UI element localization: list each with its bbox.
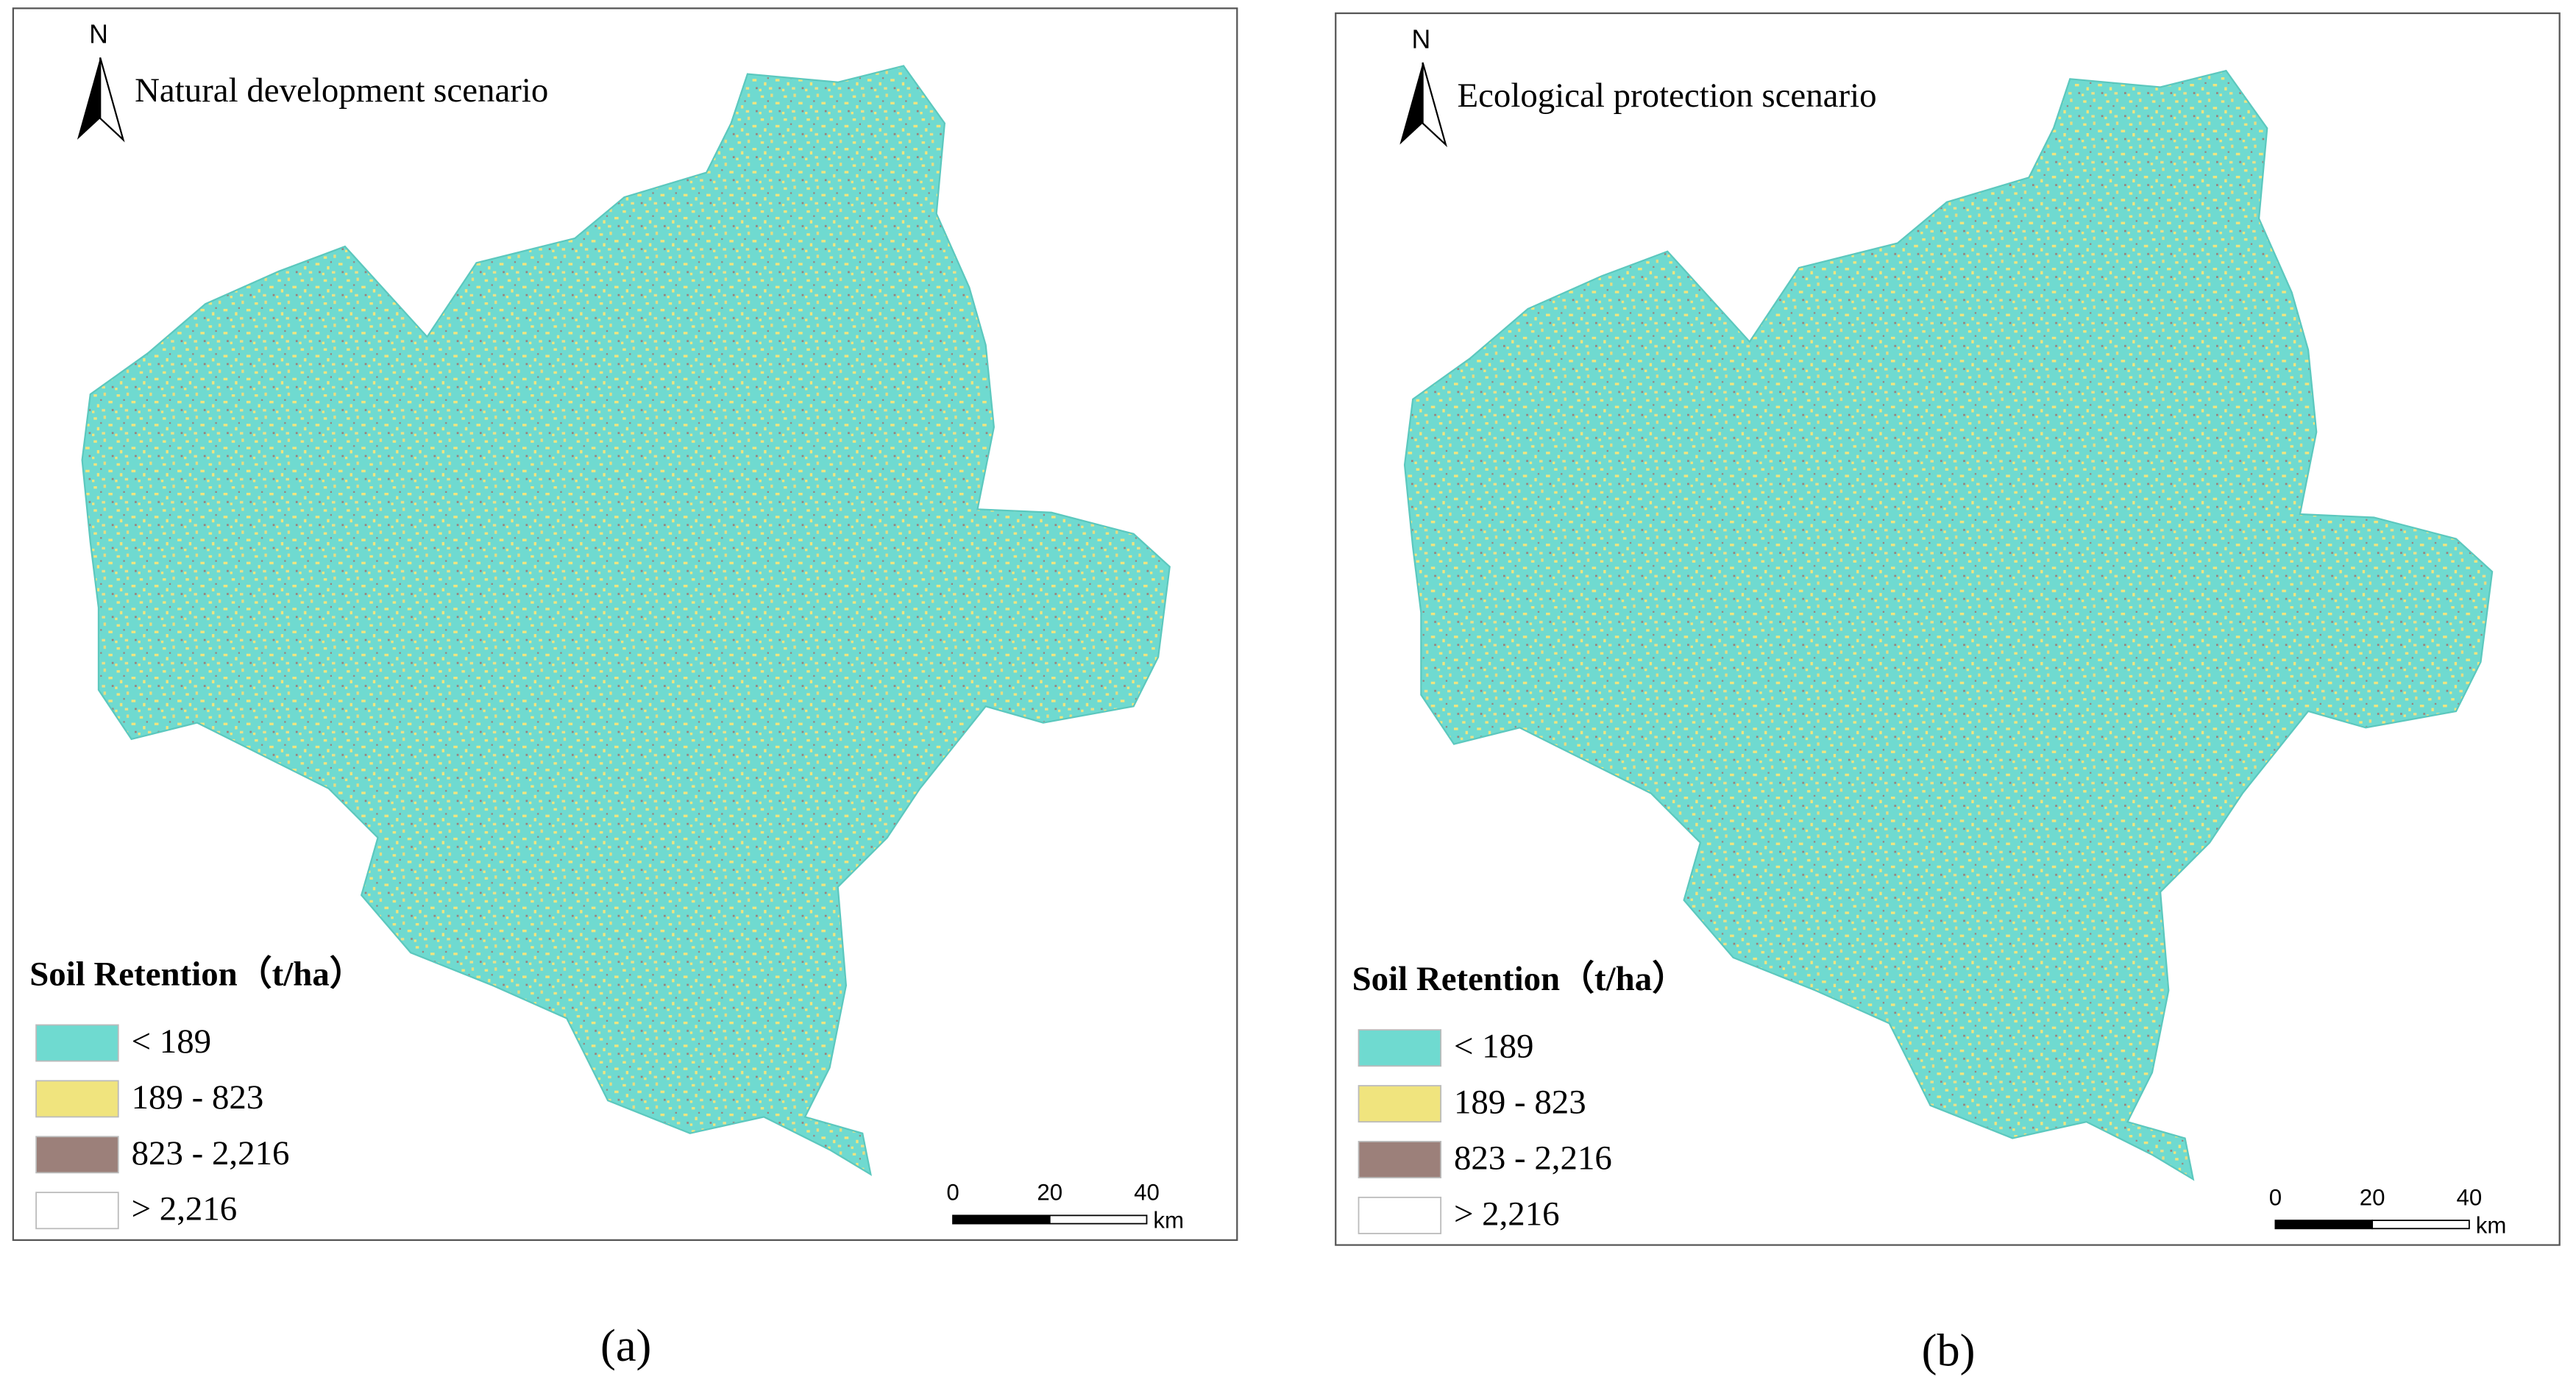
legend-swatch (35, 1136, 119, 1174)
scale-segment (2371, 1220, 2470, 1230)
legend-label: > 2,216 (132, 1190, 238, 1228)
scale-tick-label: 40 (1134, 1180, 1160, 1206)
legend-swatch (1358, 1029, 1442, 1067)
caption: (b) (1922, 1325, 1976, 1376)
north-label: N (89, 20, 108, 49)
legend-swatch (35, 1080, 119, 1118)
north-label: N (1411, 24, 1430, 54)
legend-swatch (1358, 1196, 1442, 1234)
legend-title: Soil Retention（t/ha） (29, 955, 363, 993)
legend-label: > 2,216 (1454, 1195, 1560, 1233)
map-title: Natural development scenario (135, 71, 548, 110)
legend-label: 189 - 823 (1454, 1083, 1586, 1122)
scale-unit: km (1153, 1208, 1184, 1234)
legend-swatch (1358, 1141, 1442, 1178)
legend-label: 189 - 823 (132, 1078, 264, 1117)
scale-segment (2274, 1220, 2374, 1230)
legend-title: Soil Retention（t/ha） (1352, 960, 1686, 998)
scale-tick-label: 0 (946, 1180, 959, 1206)
scale-tick-label: 0 (2269, 1184, 2282, 1210)
legend-label: < 189 (132, 1022, 211, 1061)
legend-swatch (1358, 1085, 1442, 1123)
legend-label: 823 - 2,216 (132, 1134, 290, 1172)
north-arrow-right (99, 57, 125, 143)
north-arrow-left (1399, 62, 1423, 145)
scale-unit: km (2476, 1212, 2507, 1238)
map-panel: N Natural development scenario Soil Retent… (12, 7, 1238, 1371)
legend-label: 823 - 2,216 (1454, 1139, 1612, 1177)
legend-swatch (35, 1192, 119, 1230)
north-arrow-right (1422, 62, 1447, 148)
legend-label: < 189 (1454, 1028, 1533, 1066)
map-title: Ecological protection scenario (1457, 76, 1876, 115)
caption: (a) (600, 1320, 651, 1371)
scale-tick-label: 40 (2456, 1184, 2482, 1210)
scale-tick-label: 20 (1037, 1180, 1062, 1206)
legend-swatch (35, 1024, 119, 1062)
north-arrow-left (77, 57, 101, 140)
map-panel: N Ecological protection scenario Soil Rete… (1335, 12, 2561, 1376)
scale-segment (1049, 1214, 1148, 1225)
scale-tick-label: 20 (2360, 1184, 2385, 1210)
scale-segment (952, 1214, 1051, 1225)
